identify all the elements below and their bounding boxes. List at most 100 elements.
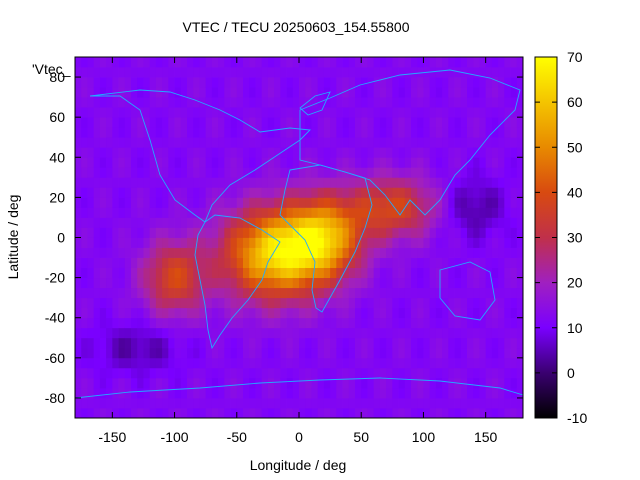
heat-cell: [317, 117, 325, 128]
heat-cell: [361, 137, 368, 148]
heat-cell: [230, 97, 238, 108]
heat-cell: [386, 177, 393, 188]
heat-cell: [292, 77, 300, 88]
heat-cell: [137, 397, 144, 409]
heat-cell: [118, 177, 126, 188]
heat-cell: [218, 87, 225, 98]
heat-cell: [348, 327, 356, 339]
heat-cell: [137, 377, 144, 389]
heat-cell: [330, 157, 337, 168]
heat-cell: [174, 267, 182, 279]
heat-cell: [498, 97, 505, 108]
heat-cell: [155, 367, 163, 379]
heat-cell: [261, 217, 269, 228]
heat-cell: [423, 347, 431, 359]
heat-cell: [211, 357, 219, 369]
heat-cell: [323, 377, 331, 389]
heat-cell: [460, 107, 468, 118]
heat-cell: [199, 177, 207, 188]
heat-cell: [81, 77, 88, 88]
heat-cell: [323, 357, 331, 369]
heat-cell: [516, 297, 523, 309]
heat-cell: [442, 407, 449, 418]
heat-cell: [112, 117, 119, 128]
heat-cell: [267, 407, 275, 418]
heat-cell: [187, 57, 194, 68]
heat-cell: [348, 207, 356, 218]
heat-cell: [131, 177, 138, 188]
heat-cell: [448, 97, 455, 108]
heat-cell: [404, 287, 412, 299]
heat-cell: [367, 147, 375, 158]
heat-cell: [429, 157, 437, 168]
heat-cell: [286, 397, 294, 409]
heat-cell: [473, 267, 480, 279]
heat-cell: [218, 277, 225, 289]
heat-cell: [411, 287, 418, 299]
heat-cell: [162, 287, 169, 299]
heat-cell: [261, 367, 269, 379]
heat-cell: [429, 147, 437, 158]
heat-cell: [361, 357, 368, 369]
heat-cell: [205, 317, 213, 329]
x-axis: -150 -100 -50 0 50 100 150: [98, 57, 498, 445]
heat-cell: [249, 127, 256, 138]
heat-cell: [99, 387, 107, 399]
heat-cell: [267, 247, 275, 258]
heat-cell: [342, 187, 350, 198]
heat-cell: [81, 237, 88, 248]
heat-cell: [330, 87, 337, 98]
heat-cell: [193, 137, 200, 148]
heat-cell: [137, 297, 144, 309]
heat-cell: [81, 67, 88, 78]
x-axis-label: Longitude / deg: [250, 457, 347, 473]
heat-cell: [311, 217, 319, 228]
heat-cell: [510, 177, 518, 188]
heat-cell: [124, 297, 132, 309]
heat-cell: [342, 117, 350, 128]
heat-cell: [168, 307, 175, 319]
heat-cell: [205, 147, 213, 158]
heat-cell: [162, 327, 169, 339]
heat-cell: [435, 77, 443, 88]
heat-cell: [81, 387, 88, 399]
heat-cell: [211, 237, 219, 248]
heat-cell: [218, 347, 225, 359]
heat-cell: [137, 337, 144, 349]
heat-cell: [367, 197, 375, 208]
heat-cell: [93, 357, 101, 369]
heat-cell: [429, 377, 437, 389]
heat-cell: [373, 67, 381, 78]
heat-cell: [243, 257, 250, 268]
heat-cell: [75, 367, 82, 379]
heat-cell: [193, 187, 200, 198]
heat-cell: [485, 277, 493, 289]
heat-cell: [516, 237, 523, 248]
heat-cell: [411, 97, 418, 108]
heat-cell: [255, 87, 263, 98]
x-tick-label: 100: [412, 429, 436, 445]
heat-cell: [442, 327, 449, 339]
heat-cell: [348, 337, 356, 349]
heat-cell: [342, 367, 350, 379]
heat-cell: [106, 337, 113, 349]
heat-cell: [249, 107, 256, 118]
heat-cell: [118, 287, 126, 299]
heat-cell: [342, 287, 350, 299]
heat-cell: [180, 297, 188, 309]
heat-cell: [323, 97, 331, 108]
heat-cell: [448, 247, 455, 258]
heat-cell: [292, 397, 300, 409]
heat-cell: [99, 117, 107, 128]
heat-cell: [143, 327, 151, 339]
heat-cell: [336, 407, 343, 418]
heat-cell: [323, 257, 331, 268]
heat-cell: [211, 167, 219, 178]
heat-cell: [448, 407, 455, 418]
heat-cell: [286, 207, 294, 218]
heat-cell: [373, 197, 381, 208]
heat-cell: [81, 127, 88, 138]
heat-cell: [404, 387, 412, 399]
heat-cell: [112, 357, 119, 369]
heat-cell: [398, 397, 406, 409]
